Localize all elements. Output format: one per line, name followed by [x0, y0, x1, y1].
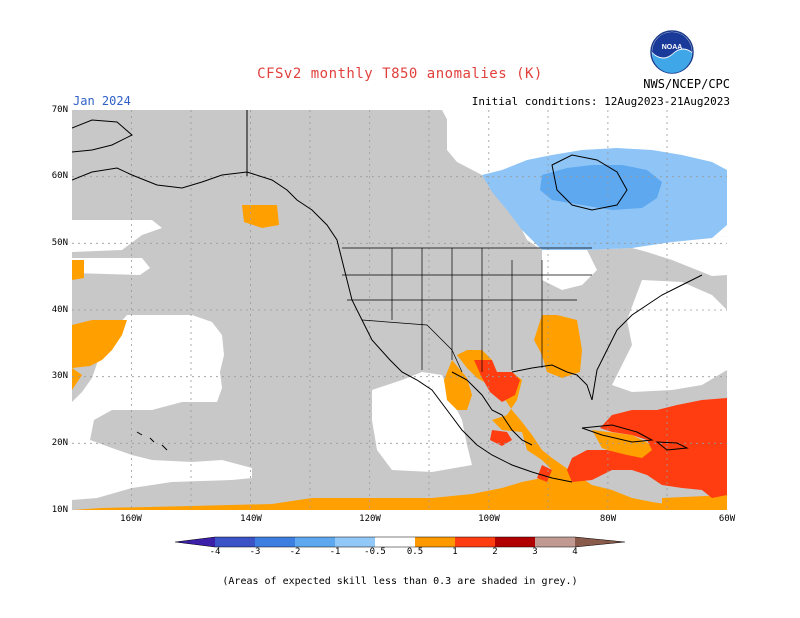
colorbar-swatch-lt-4: [175, 537, 215, 547]
colorbar: [175, 536, 625, 548]
colorbar-label: -2: [289, 547, 301, 557]
lat-label-60n: 60N: [51, 171, 68, 181]
colorbar-label: 0.5: [406, 547, 424, 557]
political-boundaries: [342, 247, 592, 373]
lat-label-10n: 10N: [51, 505, 68, 515]
lon-label-100w: 100W: [478, 514, 500, 524]
map-title: CFSv2 monthly T850 anomalies (K): [257, 66, 543, 82]
colorbar-label: 3: [532, 547, 538, 557]
warm-anomaly-orange: [72, 205, 727, 510]
colorbar-label: -0.5: [364, 547, 386, 557]
colorbar-label: 2: [492, 547, 498, 557]
lon-label-120w: 120W: [359, 514, 381, 524]
colorbar-label: -4: [209, 547, 221, 557]
colorbar-label: -1: [329, 547, 341, 557]
lat-label-30n: 30N: [51, 371, 68, 381]
colorbar-swatch-gt-4: [575, 537, 625, 547]
skill-note: (Areas of expected skill less than 0.3 a…: [222, 576, 578, 587]
noaa-logo: NOAA: [650, 30, 694, 78]
lon-label-160w: 160W: [120, 514, 142, 524]
colorbar-swatch-2-1: [295, 537, 335, 547]
forecast-month: Jan 2024: [73, 94, 131, 108]
coastlines: [72, 110, 703, 483]
colorbar-label: 4: [572, 547, 578, 557]
colorbar-swatch-3-2: [255, 537, 295, 547]
initial-conditions: Initial conditions: 12Aug2023-21Aug2023: [471, 95, 730, 108]
logo-text: NOAA: [662, 44, 683, 51]
lon-label-60w: 60W: [718, 514, 736, 524]
warm-anomaly-red: [474, 360, 727, 498]
colorbar-swatch-1-2: [455, 537, 495, 547]
lat-label-20n: 20N: [51, 438, 68, 448]
lat-label-70n: 70N: [51, 105, 68, 115]
colorbar-swatch-05-1: [415, 537, 455, 547]
lon-label-80w: 80W: [599, 514, 617, 524]
colorbar-swatch-3-4: [535, 537, 575, 547]
colorbar-label: -3: [249, 547, 261, 557]
colorbar-swatch-neutral: [375, 537, 415, 547]
colorbar-swatch-1-05: [335, 537, 375, 547]
anomaly-map: [72, 110, 727, 510]
colorbar-swatch-4-3: [215, 537, 255, 547]
graticule: [72, 110, 727, 510]
lon-label-140w: 140W: [240, 514, 262, 524]
lat-label-50n: 50N: [51, 238, 68, 248]
low-skill-grey-region: [72, 110, 727, 510]
lat-label-40n: 40N: [51, 305, 68, 315]
cold-anomaly-mid-blue: [540, 165, 662, 210]
colorbar-label: 1: [452, 547, 458, 557]
colorbar-swatch-2-3: [495, 537, 535, 547]
agency-label: NWS/NCEP/CPC: [643, 77, 730, 91]
